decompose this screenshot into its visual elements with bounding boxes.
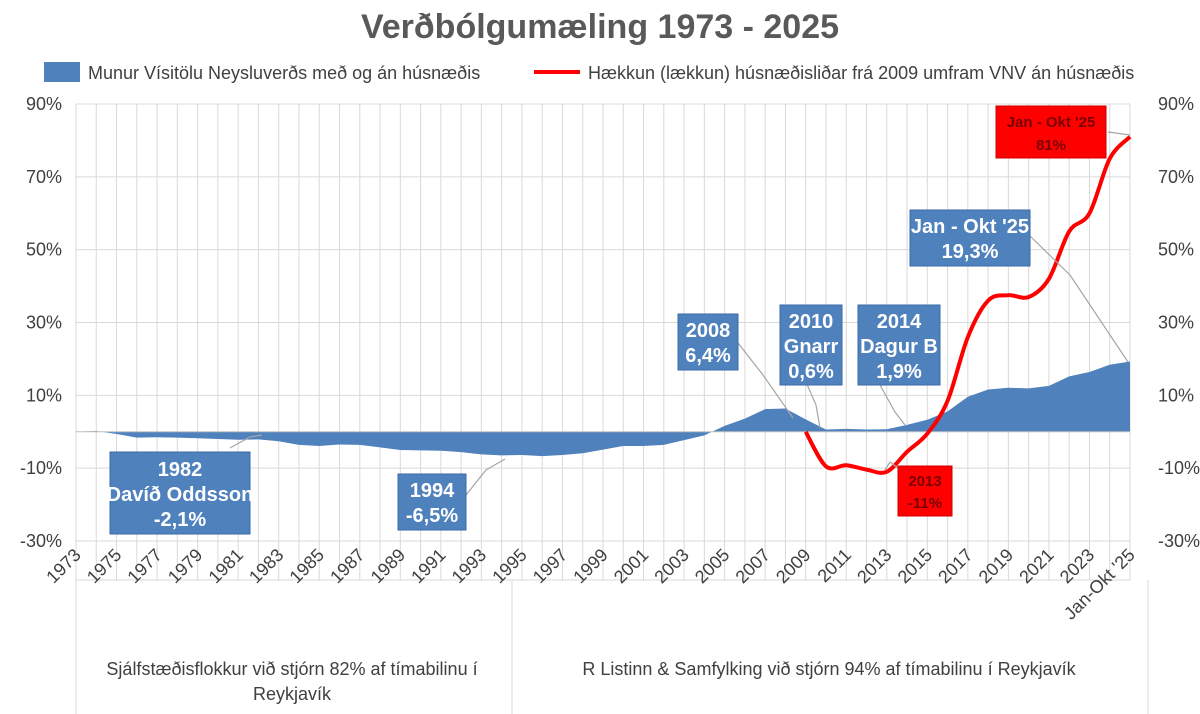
callout-2013-red-line2: -11%	[908, 495, 942, 512]
y-tick-left: -30%	[20, 531, 62, 551]
callout-1994: 1994 -6,5%	[397, 473, 467, 531]
y-tick-right: 50%	[1158, 240, 1194, 260]
x-tick-label: 1983	[245, 545, 287, 587]
x-tick-label: 1977	[123, 545, 165, 587]
x-tick-label: 2017	[934, 545, 976, 587]
y-tick-right: -10%	[1158, 458, 1200, 478]
x-tick-label: 1987	[326, 545, 368, 587]
callout-1994-line2: -6,5%	[406, 505, 458, 527]
x-tick-label: 1993	[448, 545, 490, 587]
y-tick-right: 30%	[1158, 313, 1194, 333]
y-tick-left: 30%	[26, 313, 62, 333]
x-tick-label: 1999	[569, 545, 611, 587]
y-axis-left: 90% 70% 50% 30% 10% -10% -30%	[20, 94, 62, 551]
x-tick-label: 1979	[164, 545, 206, 587]
legend-label-line: Hækkun (lækkun) húsnæðisliðar frá 2009 u…	[588, 63, 1134, 83]
leader-lines	[229, 131, 1131, 501]
x-tick-label: 2005	[691, 545, 733, 587]
x-tick-label: 2001	[610, 545, 652, 587]
series	[76, 135, 1132, 475]
line-series-housing-excess	[803, 135, 1132, 475]
y-tick-left: 90%	[26, 94, 62, 114]
x-tick-label: 1973	[42, 545, 84, 587]
callout-1982: 1982 Davíð Oddsson -2,1%	[107, 451, 254, 535]
callout-2014-line3: 1,9%	[876, 361, 922, 383]
callout-2025-red-line2: 81%	[1036, 137, 1066, 154]
callout-2025-red: Jan - Okt '25 81%	[995, 105, 1107, 159]
y-tick-right: 10%	[1158, 385, 1194, 405]
leader-2025-blue	[1029, 235, 1129, 363]
y-tick-left: 10%	[26, 385, 62, 405]
callout-2014-line2: Dagur B	[860, 336, 938, 358]
x-tick-label: 2015	[894, 545, 936, 587]
leader-2014	[879, 384, 906, 426]
callout-2014: 2014 Dagur B 1,9%	[857, 304, 941, 386]
callout-2013-red: 2013 -11%	[897, 465, 953, 517]
y-tick-right: 70%	[1158, 167, 1194, 187]
callout-2008-line1: 2008	[686, 320, 731, 342]
legend-swatch-area	[44, 62, 80, 82]
callout-2025-red-line1: Jan - Okt '25	[1007, 114, 1096, 131]
bottom-table: Sjálfstæðisflokkur við stjórn 82% af tím…	[75, 580, 1149, 714]
x-tick-label: 2003	[650, 545, 692, 587]
y-tick-right: -30%	[1158, 531, 1200, 551]
x-tick-label: 1997	[529, 545, 571, 587]
legend-label-area: Munur Vísitölu Neysluverðs með og án hús…	[88, 63, 480, 83]
x-tick-label: 2021	[1015, 545, 1057, 587]
leader-1982	[229, 434, 263, 449]
x-tick-label: 1995	[488, 545, 530, 587]
x-tick-label: 1981	[205, 545, 247, 587]
leader-2013-red	[884, 461, 899, 471]
x-tick-label: 2009	[772, 545, 814, 587]
y-tick-left: 70%	[26, 167, 62, 187]
callout-2010-line3: 0,6%	[788, 361, 834, 383]
callout-2010-line1: 2010	[789, 311, 834, 333]
y-axis-right: 90% 70% 50% 30% 10% -10% -30%	[1158, 94, 1200, 551]
callout-2008-line2: 6,4%	[685, 345, 731, 367]
callout-1982-line3: -2,1%	[154, 509, 206, 531]
callout-1994-line1: 1994	[410, 480, 455, 502]
x-tick-label: 1989	[367, 545, 409, 587]
bottom-left-line1: Sjálfstæðisflokkur við stjórn 82% af tím…	[106, 659, 477, 679]
x-tick-label: 1975	[83, 545, 125, 587]
x-axis: 1973197519771979198119831985198719891991…	[42, 545, 1138, 624]
area-series-housing-diff	[76, 361, 1130, 457]
callout-2008: 2008 6,4%	[677, 313, 739, 371]
callout-2010: 2010 Gnarr 0,6%	[779, 304, 843, 386]
callout-2025-blue-line1: Jan - Okt '25	[911, 216, 1029, 238]
leader-2025-red	[1107, 131, 1131, 136]
y-tick-right: 90%	[1158, 94, 1194, 114]
callout-2013-red-line1: 2013	[908, 473, 941, 490]
chart-title: Verðbólgumæling 1973 - 2025	[361, 8, 839, 46]
callout-2025-blue-line2: 19,3%	[942, 241, 999, 263]
callout-1982-line2: Davíð Oddsson	[107, 484, 254, 506]
x-tick-label: 2013	[853, 545, 895, 587]
leader-2008	[737, 342, 794, 419]
callout-2014-line1: 2014	[877, 311, 922, 333]
callout-1982-line1: 1982	[158, 459, 203, 481]
bottom-left-line2: Reykjavík	[253, 684, 332, 704]
y-tick-left: 50%	[26, 240, 62, 260]
x-tick-label: 1991	[407, 545, 449, 587]
x-tick-label: 1985	[286, 545, 328, 587]
x-tick-label: 2007	[732, 545, 774, 587]
bottom-right-label: R Listinn & Samfylking við stjórn 94% af…	[582, 659, 1076, 679]
legend: Munur Vísitölu Neysluverðs með og án hús…	[44, 62, 1134, 83]
callout-2010-line2: Gnarr	[784, 336, 839, 358]
y-tick-left: -10%	[20, 458, 62, 478]
callout-2025-blue: Jan - Okt '25 19,3%	[909, 209, 1031, 267]
leader-1994	[461, 458, 506, 501]
x-tick-label: 2019	[975, 545, 1017, 587]
leader-2010	[805, 381, 821, 429]
